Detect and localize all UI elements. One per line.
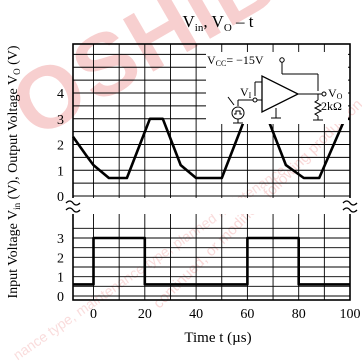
input-y-tick-label-3: 3 — [57, 232, 64, 247]
output-y-tick-label-2: 2 — [57, 139, 64, 154]
y-label-output-unit: (V) — [6, 45, 21, 68]
vo-label: VO — [328, 86, 343, 101]
input-y-tick-label-2: 2 — [57, 251, 64, 266]
axis-break-left-bottom — [65, 207, 81, 213]
axis-break-right-bottom — [342, 207, 358, 213]
y-label-output-sub: O — [12, 68, 22, 75]
axis-break-gap — [62, 198, 362, 214]
x-tick-label-100: 100 — [340, 307, 361, 322]
vi-label: VI — [240, 85, 252, 100]
y-label-input-unit: (V), — [6, 176, 21, 202]
y-label-output: Output Voltage V — [6, 75, 21, 173]
output-y-tick-label-3: 3 — [57, 113, 64, 128]
output-waveform — [71, 117, 350, 180]
plot-frame — [72, 43, 351, 301]
title-part-in: in — [195, 22, 204, 34]
load-label: 2kΩ — [321, 99, 342, 113]
output-y-tick-label-4: 4 — [57, 87, 64, 102]
output-y-tick-label-0: 0 — [57, 190, 64, 205]
vi-terminal — [252, 97, 258, 103]
grid — [73, 44, 350, 300]
x-tick-label-40: 40 — [189, 307, 203, 322]
vo-terminal — [321, 91, 327, 97]
title-part-v: V — [182, 12, 195, 31]
vcc-terminal — [279, 57, 285, 63]
chart-title: Vin, VO – t — [182, 12, 253, 34]
traces — [71, 117, 350, 286]
x-tick-label-20: 20 — [138, 307, 152, 322]
title-part-vo: , V — [203, 12, 224, 31]
input-waveform — [73, 236, 350, 286]
x-tick-label-80: 80 — [292, 307, 306, 322]
signal-source — [231, 106, 245, 120]
x-tick-label-60: 60 — [240, 307, 254, 322]
output-y-tick-label-1: 1 — [57, 164, 64, 179]
axis-break-right-top — [342, 200, 358, 206]
input-y-tick-label-0: 0 — [57, 290, 64, 305]
axis-break-left-top — [65, 200, 81, 206]
title-part-t: – t — [232, 12, 254, 31]
y-label-input: Input Voltage V — [6, 210, 21, 299]
x-tick-label-0: 0 — [90, 307, 97, 322]
input-y-tick-label-1: 1 — [57, 271, 64, 286]
y-axis-label: Input Voltage Vin (V), Output Voltage VO… — [6, 45, 22, 298]
opamp-symbol — [261, 74, 300, 114]
y-label-input-sub: in — [12, 202, 22, 210]
load-resistor — [313, 99, 323, 117]
circuit-inset: VCC= −15V VO 2kΩ VI — [206, 52, 348, 124]
x-axis-label: Time t (µs) — [184, 330, 251, 346]
vcc-label: VCC= −15V — [207, 53, 264, 68]
title-part-o: O — [224, 22, 232, 34]
